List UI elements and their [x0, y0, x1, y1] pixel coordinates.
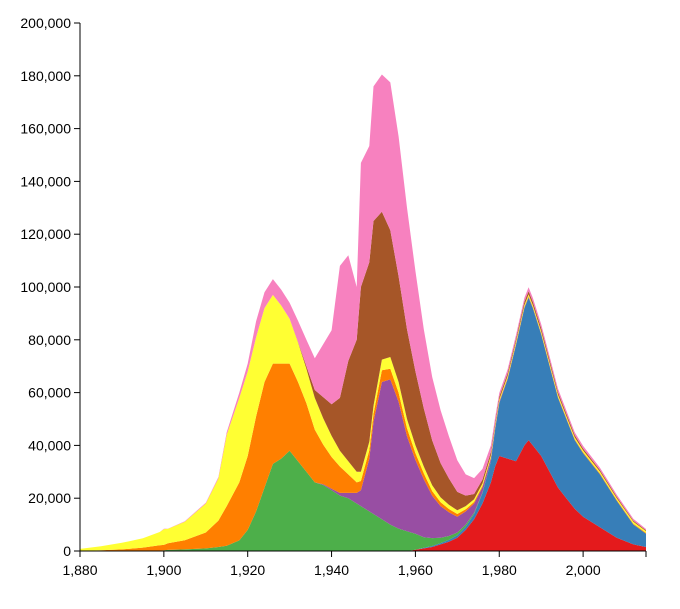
x-tick-label: 1,980 [482, 562, 517, 578]
area-series-yellow [80, 294, 646, 551]
y-tick-label: 140,000 [20, 173, 71, 189]
y-tick-label: 120,000 [20, 226, 71, 242]
y-tick-label: 100,000 [20, 279, 71, 295]
y-tick-label: 20,000 [28, 490, 71, 506]
y-tick-label: 40,000 [28, 437, 71, 453]
area-series-red [80, 440, 646, 551]
y-tick-label: 80,000 [28, 332, 71, 348]
area-series-pink [80, 74, 646, 549]
y-tick-label: 200,000 [20, 15, 71, 31]
y-tick-label: 180,000 [20, 68, 71, 84]
y-tick-label: 0 [63, 543, 71, 559]
area-series-purple [80, 297, 646, 551]
x-tick-label: 1,880 [62, 562, 97, 578]
x-tick-label: 1,900 [146, 562, 181, 578]
area-series-blue [80, 297, 646, 551]
x-tick-label: 2,000 [566, 562, 601, 578]
y-tick-label: 160,000 [20, 121, 71, 137]
area-layers [80, 74, 646, 551]
y-axis: 0 20,000 40,000 60,000 80,000 100,000 120,000 1… [20, 15, 81, 559]
x-tick-label: 1,960 [398, 562, 433, 578]
x-axis: 1,880 1,900 1,920 1,940 1,960 1,980 2,000 [62, 550, 647, 578]
y-tick-label: 60,000 [28, 385, 71, 401]
x-tick-label: 1,940 [314, 562, 349, 578]
x-tick-label: 1,920 [230, 562, 265, 578]
area-series-brown [80, 211, 646, 549]
